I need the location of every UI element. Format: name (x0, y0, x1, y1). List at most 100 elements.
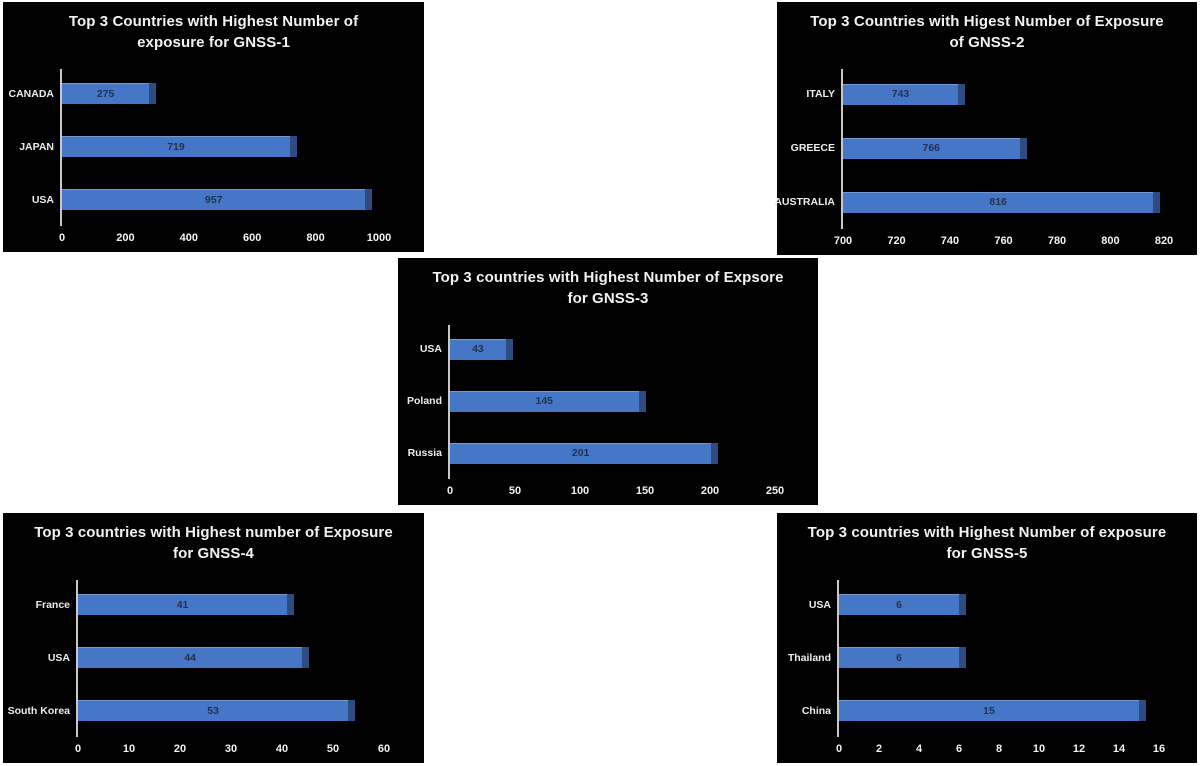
bar: 957 (62, 189, 373, 210)
chart-title: Top 3 countries with Highest Number of E… (410, 267, 806, 309)
chart-title-line: for GNSS-4 (172, 545, 254, 562)
bar-end-cap (711, 442, 719, 464)
bar-row: GREECE 766 (791, 137, 1164, 159)
x-axis-ticks: 0 10 20 30 40 50 60 (74, 737, 390, 763)
chart-panel-gnss-2: Top 3 Countries with Higest Number of Ex… (774, 2, 1197, 255)
bar-row: Thailand 6 (788, 647, 1159, 668)
bar: 201 (450, 442, 719, 464)
x-tick-label: 0 (74, 743, 82, 755)
category-label: USA (419, 343, 442, 355)
bar-end-cap (289, 136, 297, 157)
bar-end-cap (959, 594, 966, 615)
bar-row: Russia 201 (408, 442, 775, 464)
bar: 275 (62, 83, 157, 104)
x-tick-label: 200 (700, 485, 720, 497)
bar-end-cap (287, 594, 295, 615)
category-label: AUSTRALIA (774, 196, 835, 208)
chart-title-line: Top 3 countries with Highest Number of E… (432, 269, 784, 286)
x-axis-ticks: 700 720 740 760 780 800 820 (834, 229, 1173, 255)
bar-row: France 41 (36, 594, 384, 615)
bar: 6 (839, 594, 966, 615)
y-axis-line (841, 69, 843, 229)
bar-value-label: 44 (184, 651, 197, 664)
bar-value-label: 719 (167, 140, 185, 153)
bar-row: USA 957 (32, 189, 379, 210)
bar-value-label: 41 (176, 598, 189, 611)
x-axis-ticks: 0 200 400 600 800 1000 (59, 226, 391, 252)
chart-title: Top 3 countries with Highest number of E… (15, 522, 412, 564)
bar-value-label: 53 (207, 704, 219, 717)
bar-row: China 15 (802, 700, 1159, 721)
x-tick-label: 0 (835, 743, 843, 755)
category-label: USA (808, 598, 831, 611)
bar: 145 (450, 390, 646, 412)
bar-value-label: 6 (896, 651, 902, 664)
x-tick-label: 4 (915, 743, 923, 755)
chart-title-line: Top 3 countries with Highest Number of e… (807, 524, 1167, 541)
chart-panel-gnss-4: Top 3 countries with Highest number of E… (3, 513, 424, 763)
x-tick-label: 14 (1112, 743, 1126, 755)
bar-row: South Korea 53 (8, 700, 384, 721)
bar-value-label: 957 (204, 193, 223, 206)
bar-end-cap (505, 338, 513, 360)
bar: 816 (843, 191, 1161, 213)
bar-end-cap (149, 83, 157, 104)
x-tick-label: 150 (635, 485, 655, 497)
plot-area: France 41 USA 44 South Korea 53 (3, 578, 424, 737)
chart-title-line: of GNSS-2 (949, 34, 1025, 51)
chart-panel-gnss-3: Top 3 countries with Highest Number of E… (398, 258, 818, 505)
bar: 53 (78, 700, 356, 721)
chart-title-line: exposure for GNSS-1 (137, 34, 290, 51)
category-label: CANADA (8, 87, 55, 100)
x-tick-label: 50 (326, 743, 340, 755)
bar-value-label: 743 (891, 88, 910, 100)
plot-area: CANADA 275 JAPAN 719 USA 957 (3, 67, 424, 226)
bar-row: Poland 145 (407, 390, 775, 412)
category-label: France (35, 598, 70, 611)
bar-end-cap (348, 700, 356, 721)
x-tick-label: 720 (887, 235, 906, 247)
x-tick-label: 700 (833, 235, 853, 247)
bar-rows: ITALY 743 GREECE 766 AUSTRALIA 816 (774, 67, 1197, 229)
x-tick-label: 1000 (366, 232, 392, 244)
x-tick-label: 820 (1154, 235, 1174, 247)
bar-rows: France 41 USA 44 South Korea 53 (3, 578, 424, 737)
bar-end-cap (1153, 191, 1161, 213)
category-label: Poland (406, 395, 442, 407)
bar-value-label: 6 (896, 598, 902, 611)
chart-title: Top 3 countries with Highest Number of e… (789, 522, 1185, 564)
bar-value-label: 816 (989, 196, 1007, 208)
bar-end-cap (302, 647, 310, 668)
x-tick-label: 0 (446, 485, 454, 497)
y-axis-line (60, 69, 62, 226)
x-tick-label: 40 (275, 743, 289, 755)
category-label: Thailand (787, 651, 831, 664)
x-tick-label: 20 (173, 743, 187, 755)
bar-end-cap (1139, 700, 1146, 721)
y-axis-line (837, 580, 839, 737)
bar-end-cap (1019, 137, 1027, 159)
bar: 41 (78, 594, 295, 615)
bar-value-label: 766 (922, 142, 941, 154)
bar-value-label: 145 (535, 395, 554, 407)
x-tick-label: 10 (1032, 743, 1046, 755)
bar-row: AUSTRALIA 816 (774, 191, 1164, 213)
x-tick-label: 600 (243, 232, 262, 244)
bar-value-label: 201 (571, 447, 590, 459)
chart-title-line: Top 3 Countries with Higest Number of Ex… (810, 13, 1164, 30)
bar: 766 (843, 137, 1027, 159)
chart-title-line: for GNSS-5 (946, 545, 1028, 562)
bar-end-cap (958, 83, 965, 105)
category-label: USA (31, 193, 54, 206)
category-label: JAPAN (19, 140, 54, 153)
bar-row: USA 6 (809, 594, 1159, 615)
x-tick-label: 780 (1047, 235, 1067, 247)
chart-title: Top 3 Countries with Higest Number of Ex… (789, 11, 1185, 53)
x-tick-label: 50 (508, 485, 522, 497)
category-label: GREECE (790, 142, 835, 154)
bar-value-label: 15 (983, 704, 995, 717)
chart-title-line: Top 3 countries with Highest number of E… (34, 524, 393, 541)
bar-row: CANADA 275 (9, 83, 379, 104)
x-tick-label: 800 (1101, 235, 1120, 247)
bar-row: JAPAN 719 (19, 136, 379, 157)
